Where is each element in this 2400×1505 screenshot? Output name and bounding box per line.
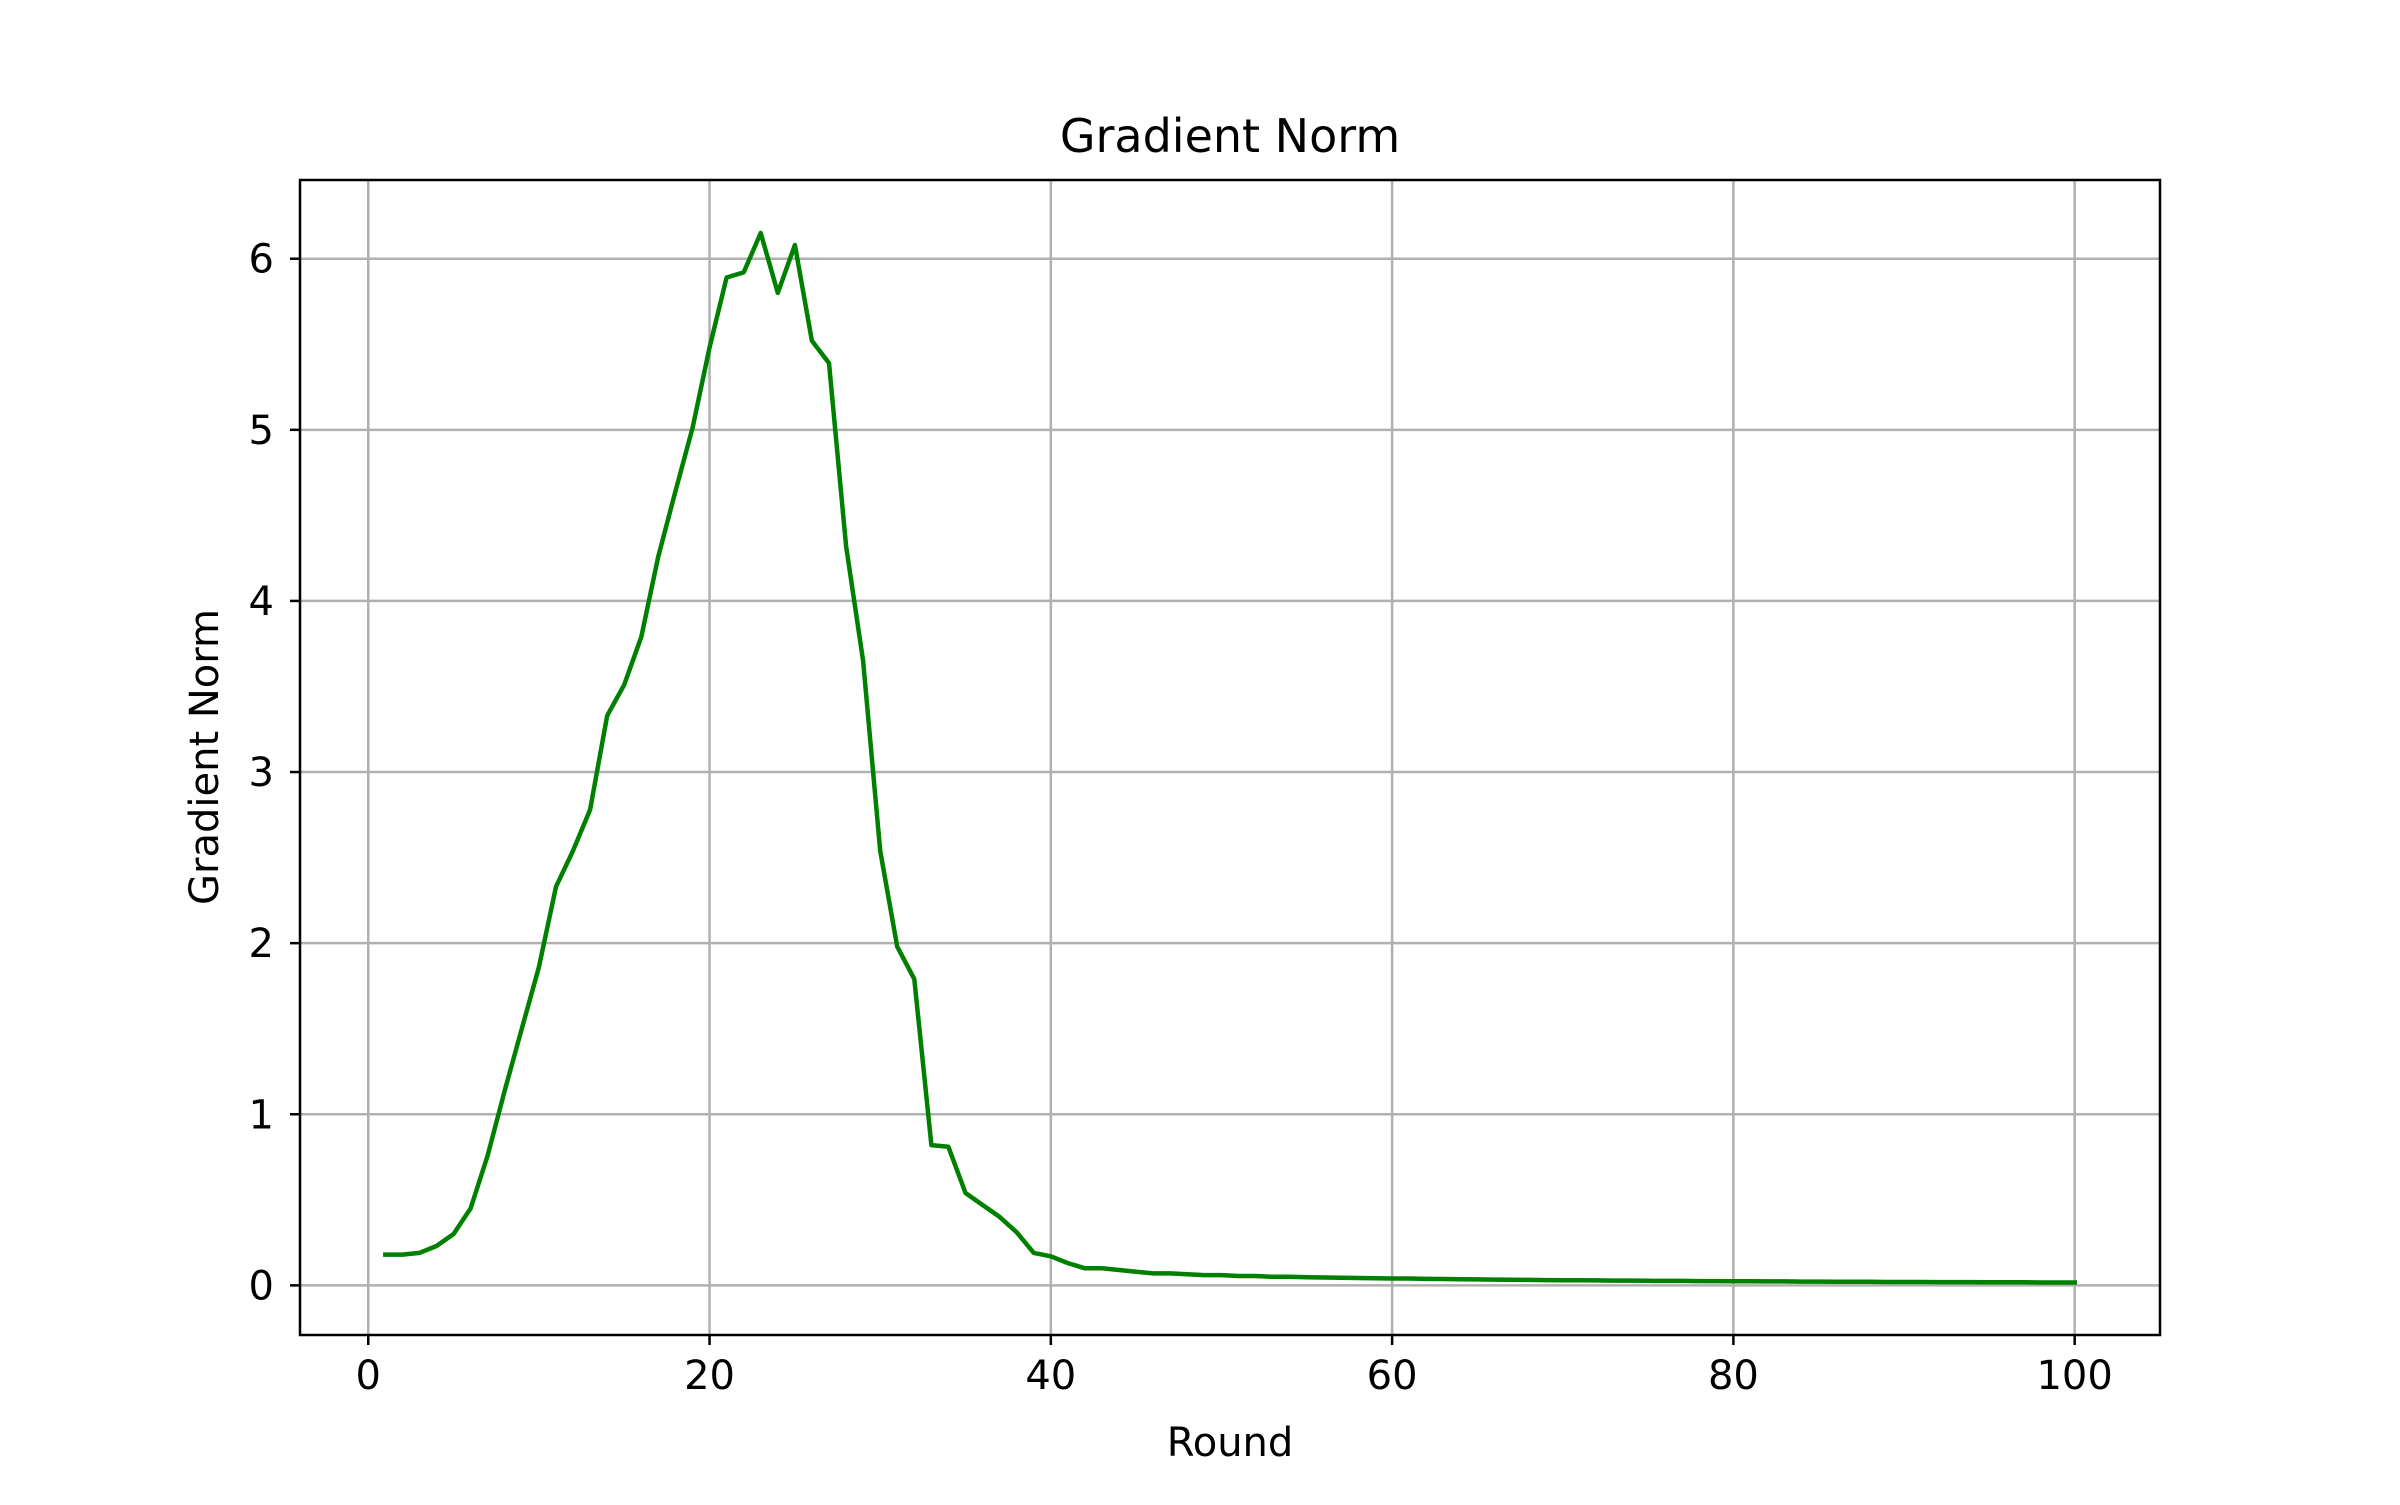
y-tick-label: 0 bbox=[249, 1263, 274, 1309]
y-tick-label: 4 bbox=[249, 579, 274, 625]
y-tick-label: 2 bbox=[249, 921, 274, 967]
series-layer bbox=[383, 230, 2077, 1285]
y-tick-label: 3 bbox=[249, 750, 274, 796]
x-tick-label: 20 bbox=[684, 1353, 735, 1399]
series-line bbox=[383, 230, 2077, 1285]
grid-lines bbox=[300, 180, 2160, 1335]
y-axis-label: Gradient Norm bbox=[182, 609, 228, 905]
x-axis-label: Round bbox=[1167, 1420, 1294, 1466]
x-tick-label: 60 bbox=[1367, 1353, 1418, 1399]
y-tick-label: 6 bbox=[249, 237, 274, 283]
x-tick-label: 0 bbox=[356, 1353, 381, 1399]
y-tick-label: 1 bbox=[249, 1092, 274, 1138]
x-tick-label: 40 bbox=[1025, 1353, 1076, 1399]
axis-ticks: 0 20 40 60 80 100 0 1 2 3 4 5 6 bbox=[249, 237, 2113, 1399]
plot-frame bbox=[298, 178, 2162, 1337]
chart-title: Gradient Norm bbox=[1060, 109, 1400, 163]
x-tick-label: 100 bbox=[2036, 1353, 2112, 1399]
x-tick-label: 80 bbox=[1708, 1353, 1759, 1399]
y-tick-label: 5 bbox=[249, 408, 274, 454]
